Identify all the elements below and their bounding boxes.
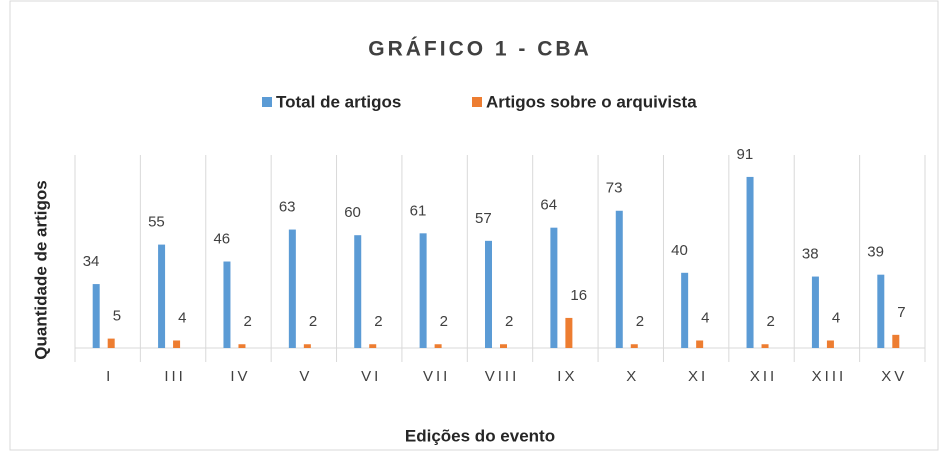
bar — [354, 235, 362, 348]
bar — [173, 340, 181, 348]
data-label: 60 — [344, 204, 361, 221]
data-label: 73 — [606, 180, 623, 197]
bar — [826, 340, 834, 348]
bar — [550, 227, 558, 348]
chart-title: GRÁFICO 1 - CBA — [368, 38, 592, 61]
bar — [434, 344, 442, 348]
bar — [223, 261, 231, 348]
x-tick-label: VIII — [485, 368, 520, 385]
bar — [303, 344, 311, 348]
data-label: 5 — [113, 308, 121, 325]
bar — [107, 338, 115, 348]
data-label: 40 — [671, 242, 688, 259]
legend-label: Artigos sobre o arquivista — [486, 92, 697, 111]
x-axis-title: Edições do evento — [405, 426, 555, 445]
data-label: 2 — [440, 313, 448, 330]
data-label: 61 — [410, 202, 427, 219]
bar — [419, 233, 427, 348]
data-label: 57 — [475, 210, 492, 227]
bar — [158, 244, 166, 348]
chart-frame — [9, 0, 939, 451]
x-tick-label: XIII — [812, 368, 847, 385]
data-label: 91 — [737, 146, 754, 163]
data-label: 2 — [243, 313, 251, 330]
bar — [369, 344, 377, 348]
legend-swatch — [262, 97, 272, 107]
x-tick-label: I — [106, 368, 113, 385]
bar — [746, 176, 754, 348]
x-tick-label: VI — [361, 368, 381, 385]
x-tick-label: VII — [423, 368, 450, 385]
bar — [615, 210, 623, 348]
data-label: 2 — [374, 313, 382, 330]
x-tick-label: X — [626, 368, 639, 385]
bar — [485, 240, 492, 348]
bar — [892, 334, 900, 348]
bar — [811, 276, 819, 348]
bar — [877, 274, 885, 348]
legend-label: Total de artigos — [276, 92, 401, 111]
data-label: 34 — [83, 253, 100, 270]
bar — [565, 317, 573, 348]
x-tick-label: IV — [230, 368, 250, 385]
x-tick-label: XV — [881, 368, 907, 385]
data-label: 2 — [767, 313, 775, 330]
data-label: 2 — [309, 313, 317, 330]
data-label: 7 — [897, 304, 905, 321]
x-tick-label: V — [299, 368, 312, 385]
bar — [761, 344, 769, 348]
bar — [630, 344, 638, 348]
data-label: 4 — [178, 309, 186, 326]
bar — [238, 344, 246, 348]
data-label: 39 — [867, 244, 884, 261]
data-label: 64 — [540, 197, 557, 214]
data-label: 38 — [802, 246, 819, 263]
bar — [681, 272, 689, 348]
bar — [288, 229, 296, 348]
data-label: 2 — [505, 313, 513, 330]
x-tick-label: XII — [750, 368, 777, 385]
data-label: 16 — [570, 287, 587, 304]
bar — [696, 340, 704, 348]
x-tick-label: XI — [688, 368, 708, 385]
bar — [500, 344, 507, 348]
x-tick-label: III — [164, 368, 186, 385]
data-label: 46 — [213, 230, 230, 247]
y-axis-title: Quantidade de artigos — [31, 180, 50, 359]
data-label: 63 — [279, 199, 296, 216]
legend-swatch — [472, 97, 482, 107]
data-label: 4 — [701, 309, 709, 326]
data-label: 55 — [148, 214, 165, 231]
bar — [92, 284, 100, 348]
data-label: 4 — [832, 309, 840, 326]
data-label: 2 — [636, 313, 644, 330]
x-tick-label: IX — [557, 368, 577, 385]
